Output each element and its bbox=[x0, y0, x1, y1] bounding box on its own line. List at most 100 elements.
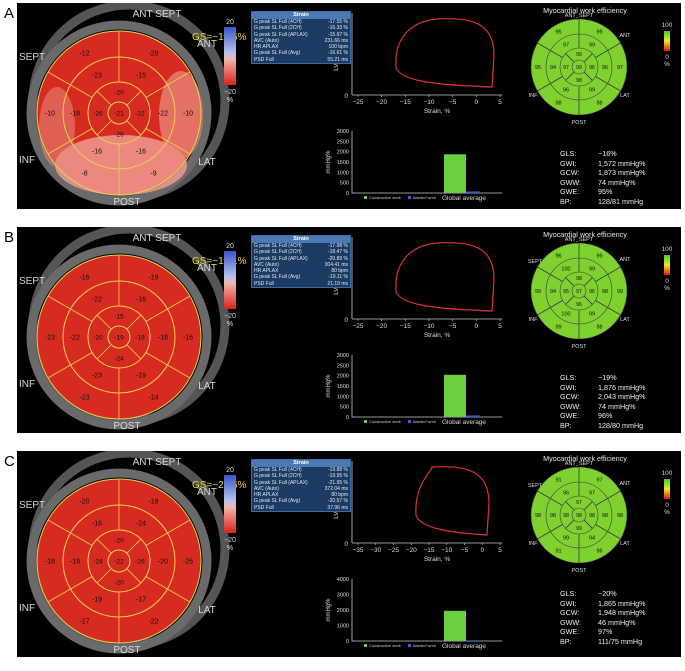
strain-row-value: 100 bpm bbox=[328, 44, 348, 51]
basal-segment-value: -18 bbox=[148, 499, 158, 506]
mwe-segment-line bbox=[537, 524, 563, 540]
mwe-outer-value: 98 bbox=[596, 101, 602, 107]
strain-color-scale bbox=[224, 251, 236, 309]
strain-row-value: -15.97 % bbox=[327, 31, 348, 38]
mwe-label-sept: SEPT bbox=[528, 483, 543, 489]
bullseye-outer-ring bbox=[26, 244, 212, 430]
label-lat: LAT bbox=[198, 381, 216, 392]
metric-row: GWE: 97% bbox=[560, 627, 646, 637]
strain-row-label: G peak SL Full (Avg) bbox=[254, 498, 301, 505]
mwe-color-scale bbox=[664, 255, 670, 275]
metric-key: GWW: bbox=[560, 401, 582, 411]
strain-table-row: PSD Full 21.19 ms bbox=[252, 281, 350, 287]
strain-row-label: AVC (Auto) bbox=[254, 37, 279, 44]
constructive-work-bar bbox=[444, 154, 466, 193]
bullseye-segment-line bbox=[96, 90, 112, 106]
bullseye-segment-line bbox=[145, 576, 191, 603]
loop-x-tick: −25 bbox=[352, 99, 363, 106]
bar-y-tick: 2000 bbox=[337, 150, 349, 156]
label-post: POST bbox=[113, 421, 140, 432]
basal-segment-value: -10 bbox=[183, 111, 193, 118]
strain-row-value: -17.55 % bbox=[327, 19, 348, 25]
mwe-middle-value: 99 bbox=[589, 266, 595, 272]
label-ant: ANT bbox=[197, 39, 217, 50]
strain-table-header: Strain bbox=[252, 460, 350, 467]
mwe-segment-line bbox=[565, 277, 575, 287]
strain-row-value: -20.89 % bbox=[327, 255, 348, 262]
metric-value: 74 mmHg% bbox=[598, 401, 636, 411]
metric-row: GWI: 1,572 mmHg% bbox=[560, 159, 646, 169]
mwe-segment-line bbox=[583, 519, 593, 529]
scale-top-label: 20 bbox=[226, 467, 234, 474]
metric-row: GLS: −19% bbox=[560, 373, 646, 383]
bar-y-tick: 3000 bbox=[337, 593, 349, 599]
mwe-segment-line bbox=[595, 76, 621, 92]
bar-y-tick: 2000 bbox=[337, 608, 349, 614]
strain-table-row: AVC (Auto) 372.04 ms bbox=[252, 486, 350, 492]
metric-value: −16% bbox=[598, 149, 617, 158]
mwe-segment-line bbox=[537, 42, 563, 58]
label-sept: SEPT bbox=[19, 52, 45, 63]
constructive-work-bar bbox=[444, 610, 466, 641]
mwe-label-post: POST bbox=[572, 120, 588, 126]
metric-row: GCW: 1,873 mmHg% bbox=[560, 168, 646, 178]
strain-table: Strain G peak SL Full (4CH) -17.98 % G peak… bbox=[251, 235, 351, 289]
strain-row-label: AVC (Auto) bbox=[254, 261, 279, 268]
metric-row: GWW: 46 mmHg% bbox=[560, 618, 646, 628]
bullseye-ring-line bbox=[107, 325, 131, 349]
strain-row-label: G peak SL Full (4CH) bbox=[254, 19, 302, 25]
loop-x-tick: −5 bbox=[449, 323, 457, 330]
strain-row-value: 80 bpm bbox=[331, 268, 348, 275]
loop-x-tick: −15 bbox=[423, 547, 434, 554]
strain-row-label: G peak SL Full (4CH) bbox=[254, 243, 302, 249]
mwe-inner-value: 96 bbox=[589, 289, 595, 295]
panel-letter: C bbox=[4, 453, 15, 470]
basal-segment-value: -16 bbox=[183, 335, 193, 342]
strain-row-label: AVC (Auto) bbox=[254, 485, 279, 492]
strain-table-row: G peak SL Full (2CH) -19.95 % bbox=[252, 473, 350, 479]
metric-key: GCW: bbox=[560, 168, 580, 178]
label-ant-sept: ANT SEPT bbox=[133, 457, 182, 468]
mwe-outer-value: 95 bbox=[555, 29, 561, 35]
bar-y-tick: 2000 bbox=[337, 374, 349, 380]
strain-row-label: PSD Full bbox=[254, 504, 274, 511]
loop-x-tick: −15 bbox=[400, 323, 411, 330]
bar-y-tick: 4000 bbox=[337, 577, 349, 583]
metric-value: 74 mmHg% bbox=[598, 177, 636, 187]
mwe-bullseye bbox=[531, 19, 627, 115]
bar-y-tick: 1000 bbox=[337, 394, 349, 400]
mwe-label-post: POST bbox=[572, 568, 588, 574]
basal-segment-value: -8 bbox=[81, 170, 87, 177]
mwe-scale-top: 100 bbox=[662, 246, 673, 253]
basal-segment-value: -18 bbox=[45, 559, 55, 566]
mwe-outer-value: 97 bbox=[617, 65, 623, 71]
loop-x-tick: −20 bbox=[376, 323, 387, 330]
mwe-outer-value: 96 bbox=[596, 549, 602, 555]
strain-row-value: 372.04 ms bbox=[324, 485, 348, 492]
strain-table-row: G peak SL Full (4CH) -19.88 % bbox=[252, 467, 350, 473]
bullseye-segment-line bbox=[126, 90, 142, 106]
mwe-segment-line bbox=[595, 524, 621, 540]
bar-y-label: mmHg% bbox=[326, 374, 332, 398]
mwe-outer-value: 99 bbox=[596, 253, 602, 259]
panel-canvas: -19 -16 -14 -23 -23 -16 -16 -18 -19 -23 -22 -22 -15 -… bbox=[19, 227, 673, 432]
low-strain-region bbox=[39, 87, 75, 167]
metric-value: 96% bbox=[598, 411, 613, 421]
mwe-inner-value: 97 bbox=[576, 500, 582, 506]
mwe-segment-line bbox=[565, 295, 575, 305]
mwe-label-ant: ANT bbox=[620, 257, 632, 263]
apex-segment-value: -21 bbox=[114, 111, 124, 118]
apical-segment-value: -26 bbox=[93, 111, 103, 118]
apical-segment-value: -24 bbox=[114, 356, 124, 363]
loop-x-tick: −20 bbox=[376, 99, 387, 106]
mwe-label-inf: INF bbox=[529, 93, 539, 99]
bullseye-segment-line bbox=[126, 538, 142, 554]
metric-value: 1,948 mmHg% bbox=[598, 608, 646, 618]
label-lat: LAT bbox=[198, 157, 216, 168]
bar-y-label: mmHg% bbox=[326, 150, 332, 174]
basal-segment-value: -23 bbox=[45, 335, 55, 342]
apical-segment-value: -22 bbox=[135, 111, 145, 118]
scale-top-label: 20 bbox=[226, 243, 234, 250]
mwe-label-ant-sept: ANT_SEPT bbox=[565, 461, 594, 467]
bullseye-ring-line bbox=[107, 549, 131, 573]
